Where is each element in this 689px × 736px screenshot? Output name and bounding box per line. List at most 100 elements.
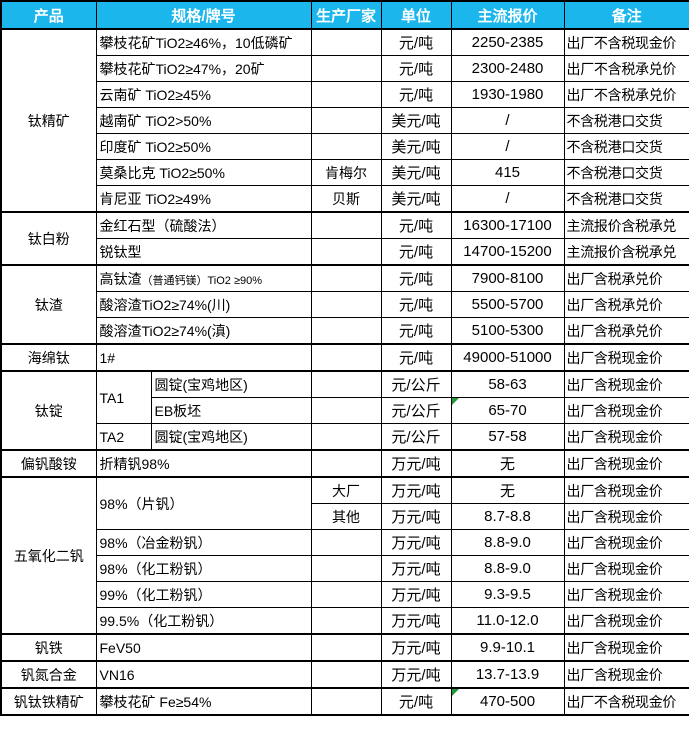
cell-unit: 元/公斤: [380, 370, 452, 398]
cell-spec: 攀枝花矿TiO2≥47%，20矿: [95, 55, 312, 82]
cell-unit: 元/吨: [380, 291, 452, 318]
cell-spec: 1#: [95, 343, 312, 372]
cell-unit: 元/吨: [380, 264, 452, 292]
cell-price: /: [450, 133, 565, 160]
cell-price: 2300-2480: [450, 55, 565, 82]
cell-price: 7900-8100: [450, 264, 565, 292]
cell-maker: [310, 317, 382, 345]
table-row: 钒钛铁精矿 攀枝花矿 Fe≥54% 元/吨 470-500 出厂不含税现金价: [0, 687, 689, 716]
cell-price: 5500-5700: [450, 291, 565, 318]
cell-unit: 元/吨: [380, 211, 452, 239]
cell-text: 锐钛型: [99, 243, 142, 260]
cell-maker: [310, 291, 382, 318]
col-header-price: 主流报价: [450, 0, 565, 30]
cell-text: 万元/吨: [391, 613, 441, 630]
cell-spec: 高钛渣（普通钙镁）TiO2 ≥90%: [95, 264, 312, 292]
cell-note: 出厂含税现金价: [563, 370, 689, 398]
cell-text: 圆锭(宝鸡地区): [154, 428, 248, 445]
cell-product: 钛精矿: [0, 28, 97, 213]
cell-text: 出厂含税现金价: [566, 508, 663, 525]
cell-text: 出厂含税现金价: [566, 455, 663, 472]
cell-product: 钛锭: [0, 370, 97, 451]
cell-text: 钒铁: [34, 639, 63, 656]
col-header-product: 产品: [0, 0, 97, 30]
cell-spec: 云南矿 TiO2≥45%: [95, 81, 312, 108]
cell-note: 出厂不含税现金价: [563, 687, 689, 716]
cell-note: 出厂含税现金价: [563, 423, 689, 451]
cell-text: 元/吨: [398, 218, 434, 235]
cell-price: 415: [450, 159, 565, 186]
table-row: 酸溶渣TiO2≥74%(川) 元/吨 5500-5700 出厂含税承兑价: [1, 291, 689, 318]
cell-spec: 莫桑比克 TiO2≥50%: [95, 159, 312, 186]
cell-maker: [310, 28, 382, 56]
cell-text-small: （普通钙镁）TiO2 ≥90%: [141, 274, 263, 287]
cell-spec: VN16: [95, 660, 312, 689]
table-row: 钛白粉 金红石型（硫酸法） 元/吨 16300-17100 主流报价含税承兑: [0, 211, 689, 266]
cell-note: 出厂含税现金价: [563, 343, 689, 372]
cell-text: 肯尼亚 TiO2≥49%: [99, 190, 211, 207]
cell-price: 13.7-13.9: [450, 660, 565, 689]
cell-spec: 攀枝花矿TiO2≥46%，10低磷矿: [95, 28, 312, 56]
cell-note: 出厂含税承兑价: [563, 264, 689, 292]
cell-text: 元/吨: [398, 61, 434, 78]
cell-unit: 万元/吨: [380, 633, 452, 662]
cell-text: 海绵钛: [27, 349, 70, 366]
cell-text: 1#: [99, 349, 116, 366]
cell-text: 98%（片钒）: [99, 495, 184, 512]
cell-text: 8.7-8.8: [484, 508, 531, 525]
cell-unit: 万元/吨: [380, 529, 452, 556]
cell-text: 钒氮合金: [20, 666, 77, 683]
cell-maker: [310, 81, 382, 108]
cell-text: 98%（冶金粉钒）: [99, 534, 212, 551]
cell-text: 美元/吨: [391, 191, 441, 208]
cell-text: 其他: [332, 508, 361, 525]
col-header-unit: 单位: [380, 0, 452, 30]
cell-text: 出厂含税现金价: [566, 666, 663, 683]
cell-maker: [310, 264, 382, 292]
cell-spec: 折精钒98%: [95, 449, 312, 478]
cell-text: 万元/吨: [391, 587, 441, 604]
cell-unit: 万元/吨: [380, 476, 452, 504]
cell-text: 出厂不含税现金价: [566, 693, 677, 710]
cell-note: 出厂含税现金价: [563, 660, 689, 689]
cell-price: 8.8-9.0: [450, 529, 565, 556]
cell-price: 470-500: [450, 687, 565, 716]
cell-text: 98%（化工粉钒）: [99, 560, 212, 577]
cell-unit: 美元/吨: [380, 185, 452, 213]
cell-maker: [310, 107, 382, 134]
cell-price: 9.9-10.1: [450, 633, 565, 662]
cell-text: 钛精矿: [27, 112, 70, 129]
cell-note: 出厂不含税承兑价: [563, 81, 689, 108]
cell-text: 8.8-9.0: [484, 534, 531, 551]
cell-text: 酸溶渣TiO2≥74%(川): [99, 296, 231, 313]
cell-maker: [310, 607, 382, 635]
cell-unit: 美元/吨: [380, 159, 452, 186]
cell-unit: 元/吨: [380, 55, 452, 82]
cell-maker: [310, 343, 382, 372]
cell-text: 出厂含税承兑价: [566, 270, 663, 287]
cell-price: 2250-2385: [450, 28, 565, 56]
cell-text: 攀枝花矿TiO2≥47%，20矿: [99, 60, 265, 77]
cell-text: 14700-15200: [463, 243, 552, 260]
cell-note: 出厂含税现金价: [563, 581, 689, 608]
cell-text: 出厂含税现金价: [566, 612, 663, 629]
cell-price: /: [450, 107, 565, 134]
cell-text: 58-63: [488, 376, 527, 393]
cell-unit: 万元/吨: [380, 555, 452, 582]
cell-note: 出厂不含税现金价: [563, 28, 689, 56]
cell-spec-a: TA1: [95, 370, 152, 424]
col-header-maker: 生产厂家: [310, 0, 382, 30]
price-table: 产品 规格/牌号 生产厂家 单位 主流报价 备注 钛精矿 攀枝花矿TiO2≥46%…: [0, 0, 689, 716]
col-header-spec: 规格/牌号: [95, 0, 312, 30]
cell-text: 出厂含税现金价: [566, 586, 663, 603]
price-table-body: 钛精矿 攀枝花矿TiO2≥46%，10低磷矿 元/吨 2250-2385 出厂不含税现金…: [0, 28, 689, 716]
cell-text: 元/吨: [398, 297, 434, 314]
table-row: 99.5%（化工粉钒） 万元/吨 11.0-12.0 出厂含税现金价: [1, 607, 689, 635]
cell-text: 415: [495, 164, 521, 181]
cell-note: 出厂含税现金价: [563, 449, 689, 478]
cell-text: 元/吨: [398, 350, 434, 367]
cell-text: 出厂不含税承兑价: [566, 60, 677, 77]
cell-text: 出厂含税现金价: [566, 376, 663, 393]
cell-text: 99%（化工粉钒）: [99, 586, 212, 603]
cell-text: EB板坯: [154, 402, 202, 419]
